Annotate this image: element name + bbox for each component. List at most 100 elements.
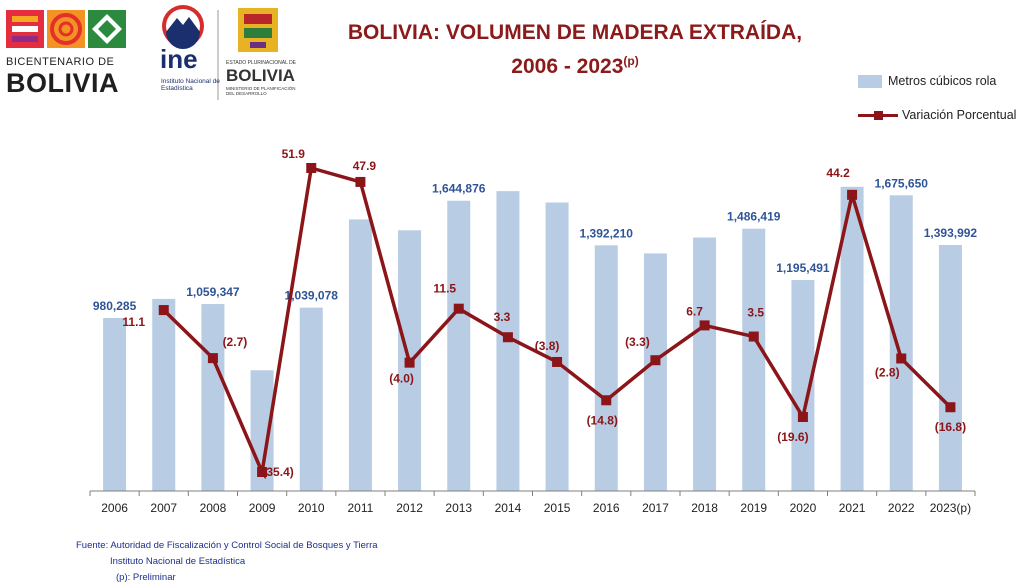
source-line-1: Fuente: Autoridad de Fiscalización y Con…: [76, 540, 378, 551]
ministry-name: BOLIVIA: [226, 66, 295, 85]
bar-2022: [889, 195, 913, 491]
bar-value-label: 1,393,992: [924, 226, 978, 240]
line-point-2015: [552, 356, 563, 367]
line-point-2016: [601, 395, 612, 406]
line-value-label: 3.3: [494, 310, 511, 324]
footnote-preliminar: (p): Preliminar: [116, 572, 176, 583]
x-tick-label: 2011: [348, 501, 374, 515]
line-point-2021: [847, 189, 858, 200]
bicentenario-logo-icon: [6, 10, 126, 48]
line-value-label: 3.5: [747, 306, 764, 320]
chart-title-sup: (p): [623, 54, 639, 68]
x-tick-label: 2014: [495, 501, 522, 515]
legend-line-label: Variación Porcentual: [902, 108, 1017, 122]
line-value-label: (3.3): [625, 335, 650, 349]
line-value-label: (4.0): [389, 372, 414, 386]
bar-value-label: 1,039,078: [285, 289, 339, 303]
line-point-2018: [699, 320, 710, 331]
line-point-2013: [453, 303, 464, 314]
legend-item-bars: Metros cúbicos rola: [858, 72, 1016, 90]
legend: Metros cúbicos rola Variación Porcentual: [858, 72, 1016, 140]
x-tick-label: 2016: [593, 501, 620, 515]
bar-value-label: 1,486,419: [727, 210, 781, 224]
line-value-label: (3.8): [535, 339, 560, 353]
bar-value-label: 1,059,347: [186, 285, 240, 299]
line-point-2023(p): [945, 402, 956, 413]
line-point-2020: [797, 411, 808, 422]
bar-value-label: 1,392,210: [580, 226, 634, 240]
legend-item-line: Variación Porcentual: [858, 106, 1016, 124]
x-tick-label: 2008: [200, 501, 227, 515]
x-tick-label: 2020: [790, 501, 817, 515]
bar-2019: [742, 228, 766, 491]
line-value-label: 11.1: [122, 315, 145, 329]
line-point-2017: [650, 355, 661, 366]
line-value-label: 51.9: [282, 147, 306, 161]
line-point-2007: [158, 305, 169, 316]
bar-2017: [643, 253, 667, 491]
footer: Fuente: Autoridad de Fiscalización y Con…: [76, 538, 378, 586]
line-point-2011: [355, 176, 366, 187]
line-value-label: (2.7): [223, 335, 248, 349]
bar-value-label: 1,644,876: [432, 182, 486, 196]
line-value-label: (14.8): [587, 413, 618, 427]
x-tick-label: 2019: [740, 501, 767, 515]
bar-2011: [348, 219, 372, 491]
line-value-label: (19.6): [777, 430, 808, 444]
x-tick-label: 2015: [544, 501, 571, 515]
x-tick-label: 2010: [298, 501, 325, 515]
line-point-2012: [404, 357, 415, 368]
line-point-2022: [896, 353, 907, 364]
line-point-2019: [748, 331, 759, 342]
logos-graphics: [6, 5, 278, 100]
ine-name: ine: [160, 44, 198, 74]
bar-2010: [299, 307, 323, 491]
ine-logo-icon: [162, 5, 204, 49]
bar-2007: [152, 298, 176, 491]
line-point-2010: [306, 163, 317, 173]
logos-area: BICENTENARIO DE BOLIVIA ine Instituto Na…: [0, 0, 320, 110]
x-tick-label: 2018: [691, 501, 718, 515]
line-value-label: (2.8): [875, 365, 900, 379]
bicentenario-bolivia-text: BOLIVIA: [6, 68, 120, 98]
chart-title-line1: BOLIVIA: VOLUMEN DE MADERA EXTRAÍDA,: [347, 21, 803, 44]
chart-title-line2: 2006 - 2023(p): [300, 47, 850, 81]
x-tick-label: 2017: [642, 501, 669, 515]
bar-2021: [840, 186, 864, 492]
bar-2018: [693, 237, 717, 491]
bar-2013: [447, 200, 471, 491]
chart-title: BOLIVIA: VOLUMEN DE MADERA EXTRAÍDA, 200…: [300, 18, 850, 81]
line-point-2008: [207, 353, 218, 364]
x-tick-label: 2023(p): [930, 501, 971, 515]
source-line-2: Instituto Nacional de Estadística: [110, 556, 246, 567]
bar-value-label: 980,285: [93, 299, 137, 313]
line-value-label: 11.5: [433, 282, 456, 296]
line-value-label: 6.7: [686, 304, 703, 318]
bar-2008: [201, 304, 225, 491]
x-tick-label: 2013: [445, 501, 472, 515]
legend-bar-label: Metros cúbicos rola: [888, 74, 997, 88]
bicentenario-text: BICENTENARIO DE: [6, 56, 115, 68]
line-value-label: 47.9: [353, 159, 377, 173]
bar-2023(p): [938, 245, 962, 491]
legend-bar-swatch: [858, 74, 882, 88]
bar-2020: [791, 280, 815, 491]
line-point-2009: [257, 467, 268, 477]
bar-2015: [545, 202, 569, 492]
line-value-label: 44.2: [826, 166, 850, 180]
ministry-top-text: ESTADO PLURINACIONAL DE: [226, 60, 297, 66]
x-tick-label: 2006: [101, 501, 128, 515]
ministry-emblem-icon: [238, 8, 278, 52]
bar-2016: [594, 245, 618, 491]
ministry-sub-text: MINISTERIO DE PLANIFICACIÓN DEL DESARROL…: [226, 86, 296, 96]
x-tick-label: 2009: [249, 501, 276, 515]
line-value-label: (16.8): [935, 420, 966, 434]
bar-2006: [103, 318, 127, 491]
bar-value-label: 1,195,491: [776, 261, 830, 275]
x-tick-label: 2012: [396, 501, 423, 515]
line-point-2014: [502, 332, 513, 343]
line-value-label: (35.4): [262, 465, 293, 479]
x-tick-label: 2021: [839, 501, 866, 515]
x-tick-label: 2007: [150, 501, 177, 515]
